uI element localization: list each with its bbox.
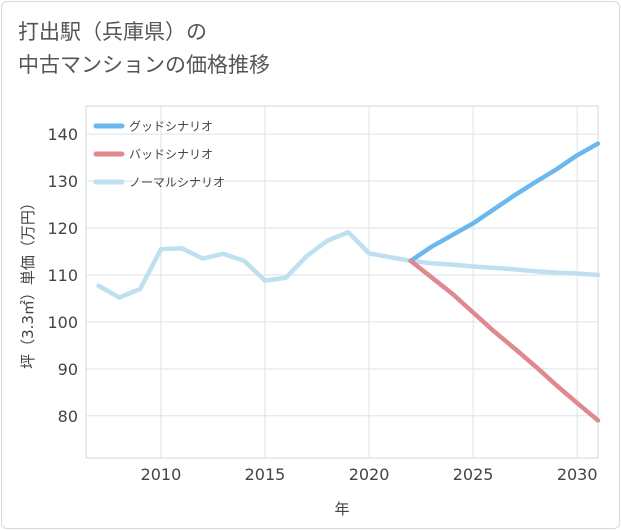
x-tick-label-2015: 2015	[245, 465, 286, 484]
title-line-1: 打出駅（兵庫県）の	[18, 20, 207, 44]
legend-label-1: バッドシナリオ	[129, 148, 213, 162]
x-tick-label-2010: 2010	[141, 465, 182, 484]
plot-area	[85, 105, 599, 459]
series-line-0	[408, 141, 601, 264]
series-line-2	[96, 230, 601, 300]
y-tick-label-140: 140	[47, 125, 78, 144]
y-tick-label-100: 100	[47, 313, 78, 332]
x-tick-label-2020: 2020	[349, 465, 390, 484]
y-tick-label-130: 130	[47, 172, 78, 191]
y-tick-label-80: 80	[58, 407, 78, 426]
y-axis-title: 坪（3.3㎡）単価（万円）	[19, 195, 37, 369]
series-line-1	[408, 258, 601, 423]
y-tick-label-110: 110	[47, 266, 78, 285]
chart-title: 打出駅（兵庫県）の 中古マンションの価格推移	[18, 16, 270, 82]
y-tick-label-90: 90	[58, 360, 78, 379]
legend-label-0: グッドシナリオ	[129, 120, 213, 134]
x-axis-title: 年	[334, 500, 349, 518]
legend-label-2: ノーマルシナリオ	[129, 176, 225, 190]
x-tick-label-2025: 2025	[453, 465, 494, 484]
title-line-2: 中古マンションの価格推移	[18, 53, 270, 77]
x-tick-label-2030: 2030	[557, 465, 598, 484]
y-tick-label-120: 120	[47, 219, 78, 238]
